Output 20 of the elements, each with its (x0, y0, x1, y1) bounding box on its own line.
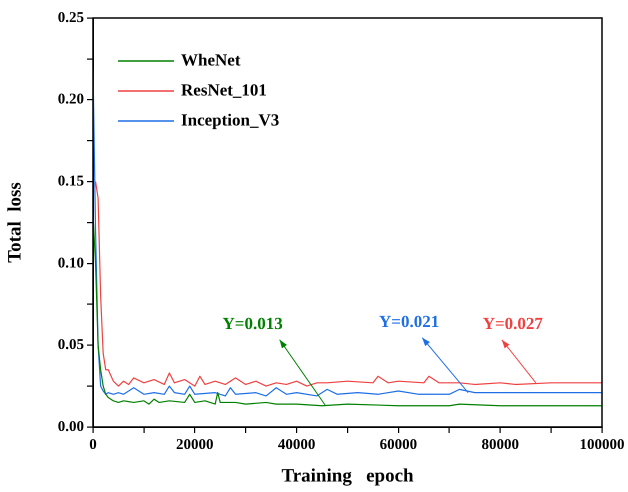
x-tick-label: 40000 (278, 436, 316, 453)
x-tick-label: 80000 (481, 436, 519, 453)
annotation: Y=0.013 (222, 314, 283, 334)
y-tick-label: 0.25 (58, 10, 84, 26)
x-tick-label: 100000 (580, 436, 624, 453)
x-tick-label: 0 (89, 436, 97, 453)
annotation: Y=0.021 (379, 312, 440, 332)
y-tick-label: 0.15 (58, 173, 84, 190)
legend-label: Inception_V3 (181, 110, 280, 130)
annotation: Y=0.027 (482, 314, 544, 334)
legend-label: ResNet_101 (181, 80, 267, 100)
x-tick-label: 60000 (380, 436, 418, 453)
y-tick-label: 0.10 (58, 255, 84, 272)
x-axis-title: Training epoch (281, 466, 414, 487)
x-tick-label: 20000 (176, 436, 214, 453)
y-tick-label: 0.05 (58, 337, 84, 354)
y-axis-title: Total loss (4, 182, 26, 263)
legend-label: WheNet (181, 50, 241, 70)
y-tick-label: 0.00 (58, 418, 84, 435)
y-tick-label: 0.20 (58, 92, 84, 108)
